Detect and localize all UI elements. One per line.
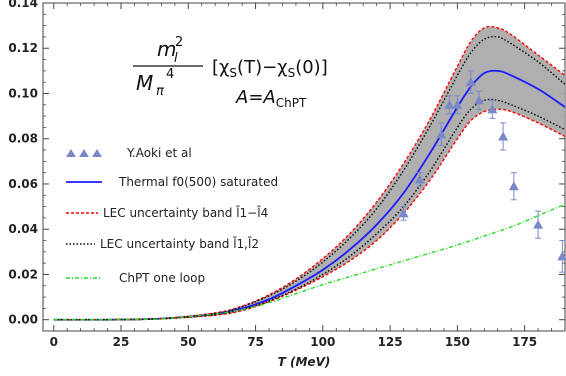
formula-numerator-sub: l xyxy=(174,51,178,66)
uncertainty-band-fill xyxy=(53,26,566,320)
x-tick-labels: 0 25 50 75 100 125 150 175 xyxy=(50,335,538,349)
series-line-lec12-lower xyxy=(53,98,566,321)
legend-label-lec12: LEC uncertainty band l̄1,l̄2 xyxy=(100,237,259,251)
data-point xyxy=(557,251,566,261)
x-tick-label: 25 xyxy=(113,335,130,349)
formula-denominator: M xyxy=(136,71,153,95)
y-tick-label: 0.14 xyxy=(8,0,38,10)
x-tick-label: 150 xyxy=(445,335,470,349)
data-point xyxy=(498,131,509,141)
x-tick-label: 75 xyxy=(247,335,264,349)
legend-marker-triangles xyxy=(66,149,102,157)
data-point xyxy=(533,219,544,229)
formula-numerator-sup: 2 xyxy=(175,35,183,50)
y-tick-label: 0.00 xyxy=(8,313,38,327)
legend: Y.Aoki et al Thermal f0(500) saturated L… xyxy=(66,146,278,285)
y-tick-label: 0.04 xyxy=(8,222,38,236)
data-point xyxy=(436,129,447,139)
y-tick-label: 0.10 xyxy=(8,86,38,100)
y-tick-label: 0.02 xyxy=(8,267,38,281)
data-point xyxy=(508,181,519,191)
data-point xyxy=(487,104,498,114)
data-point xyxy=(473,95,484,105)
y-tick-label: 0.06 xyxy=(8,177,38,191)
data-points xyxy=(398,70,566,273)
legend-label-chpt: ChPT one loop xyxy=(119,271,205,285)
formula-bracket-expression: [χS(T)−χS(0)] xyxy=(212,57,328,80)
data-point xyxy=(414,174,425,184)
x-axis-title: T (MeV) xyxy=(278,355,331,369)
x-tick-label: 125 xyxy=(378,335,403,349)
y-tick-label: 0.08 xyxy=(8,132,38,146)
series-lines xyxy=(53,25,566,321)
data-point xyxy=(452,99,463,109)
formula-denominator-sup: 4 xyxy=(166,67,174,82)
formula-numerator: m xyxy=(157,37,176,61)
formula-condition: A=AChPT xyxy=(235,87,307,110)
x-tick-label: 0 xyxy=(50,335,58,349)
formula-denominator-sub: π xyxy=(156,84,164,99)
plot-frame xyxy=(42,2,566,332)
formula-annotation: m l 2 M π 4 [χS(T)−χS(0)] A=AChPT xyxy=(133,35,328,110)
y-tick-label: 0.12 xyxy=(8,41,38,55)
y-tick-labels: 0.00 0.02 0.04 0.06 0.08 0.10 0.12 0.14 xyxy=(8,0,38,327)
x-tick-label: 50 xyxy=(180,335,197,349)
x-tick-label: 100 xyxy=(310,335,335,349)
series-line-chpt xyxy=(53,203,566,321)
data-point xyxy=(444,99,455,109)
legend-label-lec14: LEC uncertainty band l̄1−l̄4 xyxy=(103,206,268,220)
legend-label-thermal: Thermal f0(500) saturated xyxy=(118,175,278,189)
data-point xyxy=(398,208,409,218)
x-tick-label: 175 xyxy=(512,335,537,349)
data-point xyxy=(465,77,476,87)
legend-label-aoki: Y.Aoki et al xyxy=(126,146,192,160)
series-line-lec12-upper xyxy=(53,35,566,321)
